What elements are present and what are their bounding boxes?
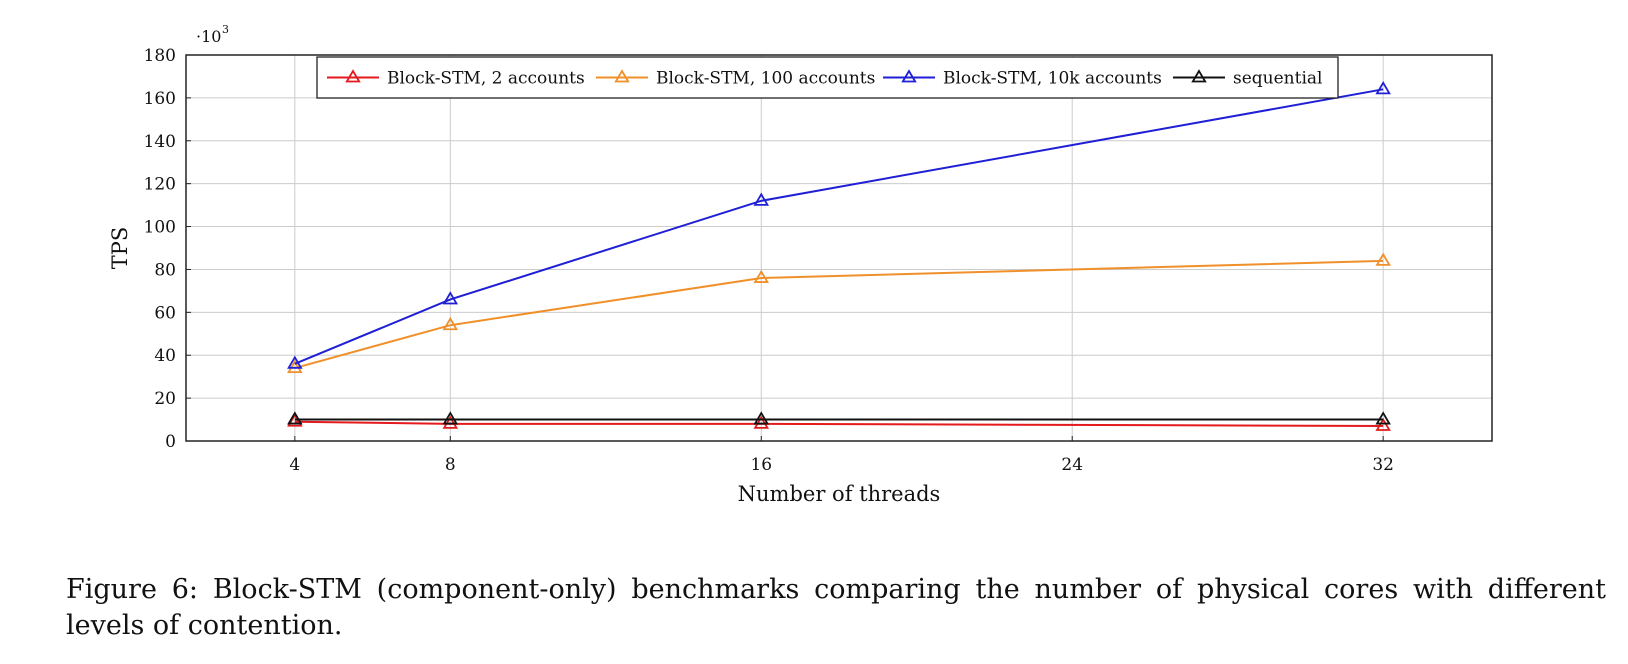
y-tick-label: 120 [144,175,176,195]
data-point-marker [1375,411,1391,425]
figure-caption: Figure 6: Block-STM (component-only) ben… [66,574,1606,641]
data-point-marker [442,316,459,331]
y-multiplier-label: ·10 [196,27,221,46]
chart: 0 20 40 60 80 100 120 140 160 180 4 8 16 24 32 Number o… [108,23,1493,506]
plot-frame [185,54,1493,442]
x-axis-label: Number of threads [738,482,941,506]
legend-box [316,56,1339,99]
legend: Block-STM, 2 accounts Block-STM, 100 acco… [316,56,1339,99]
data-point-marker [1375,252,1391,266]
legend-item: Block-STM, 2 accounts [327,69,585,89]
legend-label: Block-STM, 2 accounts [387,69,585,89]
x-tick-label: 32 [1372,455,1394,475]
legend-item: sequential [1173,69,1322,89]
x-tick-label: 24 [1061,455,1083,475]
data-point-marker [1375,417,1391,431]
series-sequential [287,411,1391,425]
series-line [294,88,1384,365]
legend-label: sequential [1233,69,1322,89]
series-block-stm-2-accounts [287,413,1391,431]
chart-svg: 0 20 40 60 80 100 120 140 160 180 4 8 16 24 32 Number o… [108,23,1493,506]
data-point-marker [287,411,303,425]
y-tick-label: 140 [144,132,176,152]
data-point-marker [442,291,459,305]
x-tick-label: 8 [445,455,456,475]
y-axis-label: TPS [108,227,132,270]
series-layer [287,81,1391,431]
data-point-marker [442,415,459,429]
data-point-marker [287,355,303,369]
legend-swatch-marker [614,69,630,83]
data-point-marker [442,411,459,425]
y-tick-label: 160 [144,89,176,109]
x-tick-label: 4 [289,455,300,475]
data-point-marker [753,269,770,283]
data-point-marker [753,411,770,425]
y-tick-label: 0 [165,432,176,452]
x-tick-label: 16 [750,455,772,475]
legend-label: Block-STM, 10k accounts [943,69,1162,89]
legend-item: Block-STM, 10k accounts [883,69,1162,89]
legend-swatch-marker [345,69,361,83]
data-point-marker [1375,81,1391,95]
axes: 0 20 40 60 80 100 120 140 160 180 4 8 16 24 32 Number o… [108,23,1394,506]
y-tick-label: 80 [154,260,176,280]
legend-label: Block-STM, 100 accounts [656,69,875,89]
y-tick-label: 100 [144,218,176,238]
data-point-marker [287,359,303,374]
data-point-marker [753,192,770,206]
series-block-stm-10k-accounts [287,81,1391,369]
y-multiplier-exponent: 3 [222,23,229,36]
legend-swatch-marker [901,69,917,83]
series-line [294,259,1384,370]
grid [186,54,1492,442]
y-tick-label: 60 [154,303,176,323]
y-tick-label: 20 [154,389,176,409]
data-point-marker [753,415,770,429]
legend-swatch-marker [1191,69,1207,83]
series-line [294,420,1384,427]
legend-item: Block-STM, 100 accounts [596,69,875,89]
series-block-stm-100-accounts [287,252,1391,374]
y-tick-label: 40 [154,346,176,366]
y-tick-label: 180 [144,46,176,66]
